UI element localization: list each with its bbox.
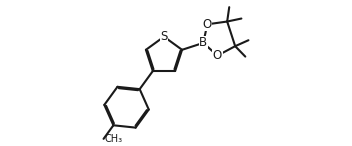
Text: CH₃: CH₃ [105, 134, 123, 144]
Text: O: O [203, 18, 212, 31]
Text: B: B [199, 36, 207, 49]
Text: O: O [213, 49, 222, 62]
Text: S: S [160, 30, 168, 43]
